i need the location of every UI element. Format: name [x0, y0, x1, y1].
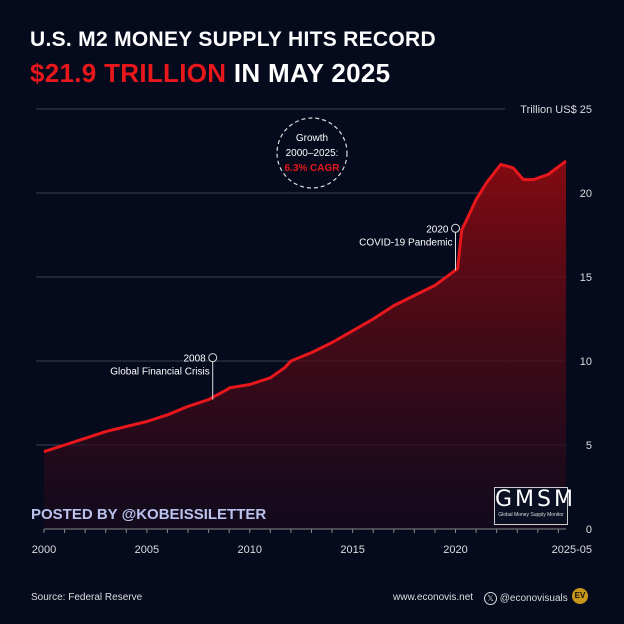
y-tick-label: Trillion US$ 25 — [520, 104, 592, 116]
social-handle[interactable]: 𝕏 @econovisuals — [484, 592, 568, 605]
annotation-year: 2020 — [426, 224, 449, 235]
posted-by: POSTED BY @KOBEISSILETTER — [31, 506, 267, 523]
y-tick-label: 15 — [580, 272, 592, 284]
x-tick-label: 2025-05 — [552, 544, 592, 556]
title-highlight: $21.9 TRILLION — [30, 58, 227, 88]
area-fill — [44, 161, 566, 529]
y-tick-label: 0 — [586, 524, 592, 536]
annotation-label: Global Financial Crisis — [110, 367, 209, 378]
y-tick-label: 5 — [586, 440, 592, 452]
gmsm-logo: GMSM Global Money Supply Monitor — [494, 487, 573, 525]
ev-badge: EV — [572, 588, 588, 604]
y-tick-label: 20 — [580, 188, 592, 200]
series-line — [43, 159, 567, 454]
x-tick-label: 2000 — [32, 544, 56, 556]
y-tick-label: 10 — [580, 356, 592, 368]
annotation-marker — [451, 223, 461, 233]
x-icon: 𝕏 — [484, 592, 497, 605]
annotation-marker — [208, 353, 218, 363]
title-rest: IN MAY 2025 — [226, 58, 391, 88]
x-tick-label: 2020 — [443, 544, 467, 556]
callout-line2: 2000–2025: — [286, 148, 339, 159]
annotation-year: 2008 — [183, 354, 206, 365]
source: Source: Federal Reserve — [31, 592, 143, 603]
callout-line3: 6.3% CAGR — [284, 163, 340, 174]
x-tick-label: 2010 — [238, 544, 262, 556]
title-line2: $21.9 TRILLION IN MAY 2025 — [30, 58, 390, 89]
title-line1: U.S. M2 MONEY SUPPLY HITS RECORD — [30, 28, 436, 51]
cagr-callout: Growth 2000–2025: 6.3% CAGR — [276, 117, 348, 189]
x-tick-label: 2015 — [340, 544, 364, 556]
callout-line1: Growth — [296, 133, 328, 144]
annotation-label: COVID-19 Pandemic — [359, 237, 452, 248]
x-tick-label: 2005 — [135, 544, 159, 556]
website-link[interactable]: www.econovis.net — [393, 592, 474, 603]
